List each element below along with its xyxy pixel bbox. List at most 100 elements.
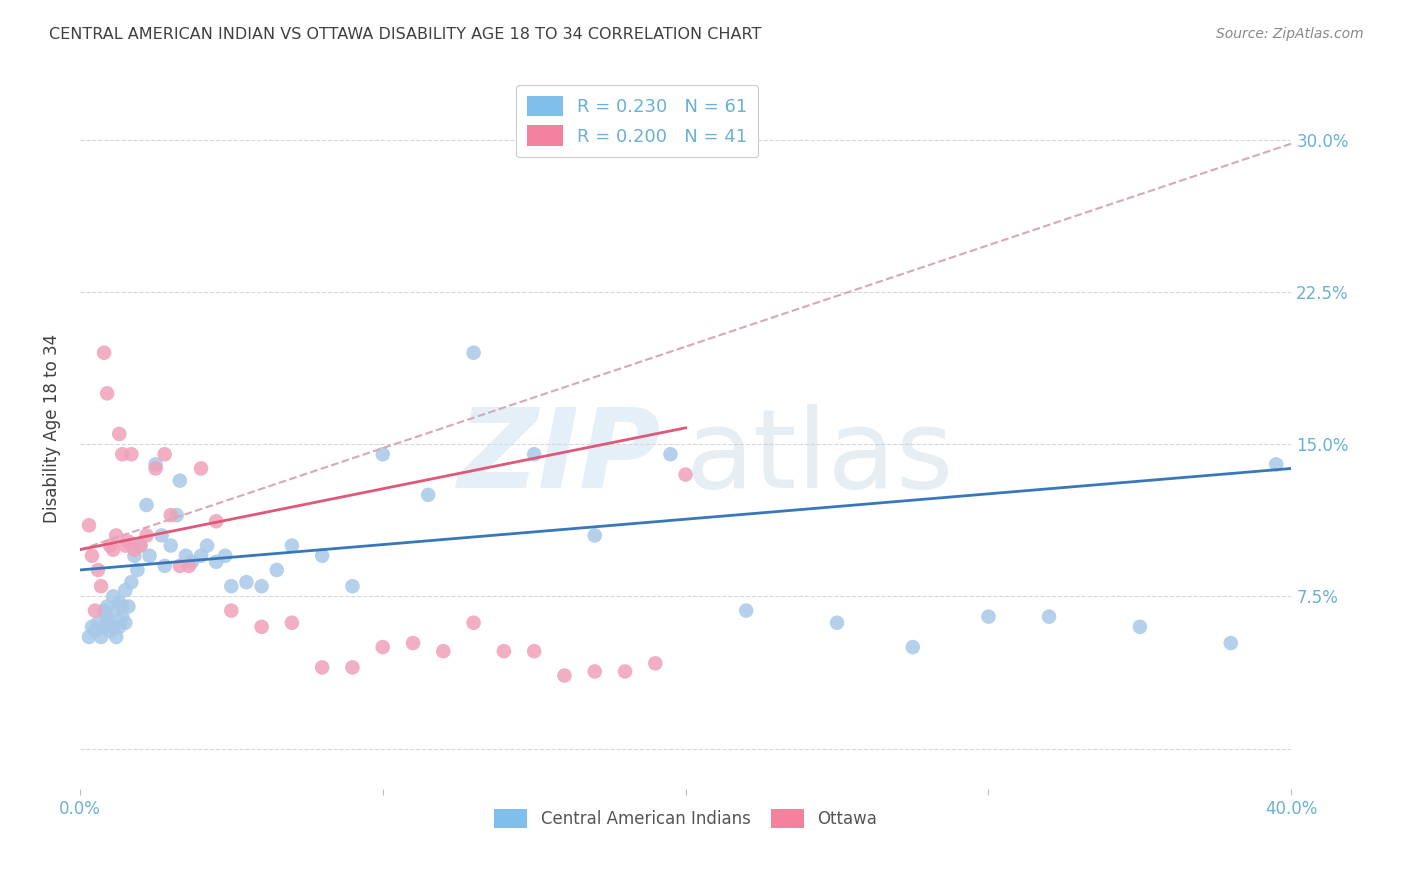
Point [659, 447, 682, 461]
Text: ZIP: ZIP [458, 404, 661, 511]
Point [583, 665, 606, 679]
Point [432, 644, 454, 658]
Point [135, 498, 157, 512]
Point [103, 620, 125, 634]
Point [463, 615, 485, 630]
Point [103, 542, 125, 557]
Point [614, 665, 637, 679]
Point [90, 630, 112, 644]
Point [735, 603, 758, 617]
Point [221, 579, 243, 593]
Point [675, 467, 697, 482]
Point [108, 426, 131, 441]
Point [111, 599, 134, 614]
Point [87, 563, 110, 577]
Point [492, 644, 515, 658]
Point [114, 615, 136, 630]
Point [80, 620, 103, 634]
Point [105, 630, 128, 644]
Text: Source: ZipAtlas.com: Source: ZipAtlas.com [1216, 27, 1364, 41]
Point [371, 447, 394, 461]
Point [114, 539, 136, 553]
Point [96, 386, 118, 401]
Point [111, 609, 134, 624]
Point [235, 575, 257, 590]
Point [145, 461, 167, 475]
Point [114, 583, 136, 598]
Point [159, 508, 181, 523]
Point [105, 528, 128, 542]
Point [169, 474, 191, 488]
Point [93, 620, 115, 634]
Point [1219, 636, 1241, 650]
Point [1265, 458, 1288, 472]
Point [129, 539, 152, 553]
Point [901, 640, 924, 654]
Point [181, 555, 204, 569]
Point [250, 579, 273, 593]
Point [190, 549, 212, 563]
Legend: Central American Indians, Ottawa: Central American Indians, Ottawa [488, 803, 884, 835]
Point [311, 549, 333, 563]
Point [124, 549, 146, 563]
Point [1038, 609, 1060, 624]
Point [93, 603, 115, 617]
Point [108, 595, 131, 609]
Point [371, 640, 394, 654]
Point [84, 624, 107, 638]
Point [80, 549, 103, 563]
Point [250, 620, 273, 634]
Point [108, 620, 131, 634]
Point [1129, 620, 1152, 634]
Point [281, 615, 304, 630]
Point [644, 657, 666, 671]
Point [418, 488, 440, 502]
Point [120, 575, 142, 590]
Point [105, 603, 128, 617]
Y-axis label: Disability Age 18 to 34: Disability Age 18 to 34 [44, 334, 60, 524]
Point [98, 615, 121, 630]
Text: CENTRAL AMERICAN INDIAN VS OTTAWA DISABILITY AGE 18 TO 34 CORRELATION CHART: CENTRAL AMERICAN INDIAN VS OTTAWA DISABI… [49, 27, 762, 42]
Point [127, 563, 149, 577]
Point [266, 563, 288, 577]
Text: atlas: atlas [686, 404, 955, 511]
Point [523, 644, 546, 658]
Point [205, 514, 228, 528]
Point [463, 345, 485, 359]
Point [169, 558, 191, 573]
Point [87, 615, 110, 630]
Point [96, 609, 118, 624]
Point [117, 599, 139, 614]
Point [153, 558, 176, 573]
Point [977, 609, 1000, 624]
Point [98, 539, 121, 553]
Point [174, 549, 197, 563]
Point [90, 579, 112, 593]
Point [221, 603, 243, 617]
Point [281, 539, 304, 553]
Point [77, 518, 100, 533]
Point [138, 549, 160, 563]
Point [124, 542, 146, 557]
Point [159, 539, 181, 553]
Point [553, 668, 575, 682]
Point [523, 447, 546, 461]
Point [129, 539, 152, 553]
Point [342, 660, 364, 674]
Point [145, 458, 167, 472]
Point [135, 528, 157, 542]
Point [195, 539, 218, 553]
Point [214, 549, 236, 563]
Point [98, 624, 121, 638]
Point [311, 660, 333, 674]
Point [153, 447, 176, 461]
Point [111, 447, 134, 461]
Point [120, 447, 142, 461]
Point [583, 528, 606, 542]
Point [177, 558, 200, 573]
Point [402, 636, 425, 650]
Point [150, 528, 173, 542]
Point [166, 508, 188, 523]
Point [96, 599, 118, 614]
Point [117, 534, 139, 549]
